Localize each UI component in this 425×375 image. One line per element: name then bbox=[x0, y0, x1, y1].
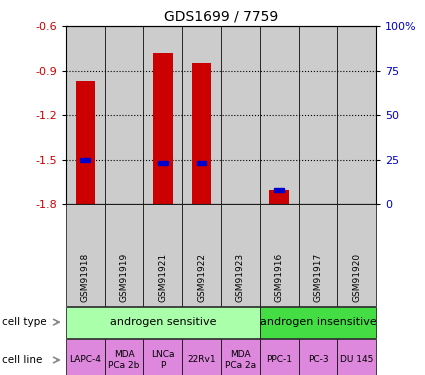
Text: 22Rv1: 22Rv1 bbox=[187, 356, 216, 364]
Bar bbox=[182, 26, 221, 204]
Text: androgen insensitive: androgen insensitive bbox=[260, 317, 376, 327]
Text: GSM91918: GSM91918 bbox=[81, 253, 90, 302]
Bar bbox=[260, 26, 298, 204]
Text: GSM91921: GSM91921 bbox=[159, 253, 167, 302]
Text: GSM91916: GSM91916 bbox=[275, 253, 283, 302]
Title: GDS1699 / 7759: GDS1699 / 7759 bbox=[164, 10, 278, 24]
Bar bbox=[221, 26, 260, 204]
Text: cell line: cell line bbox=[2, 355, 42, 365]
Text: GSM91920: GSM91920 bbox=[352, 253, 361, 302]
Bar bbox=[158, 162, 168, 165]
Text: MDA
PCa 2a: MDA PCa 2a bbox=[225, 350, 256, 370]
Bar bbox=[197, 162, 207, 165]
Bar bbox=[66, 26, 105, 204]
Bar bbox=[76, 81, 95, 204]
Bar bbox=[153, 53, 173, 204]
Text: GSM91919: GSM91919 bbox=[119, 253, 128, 302]
Text: LAPC-4: LAPC-4 bbox=[69, 356, 101, 364]
Text: GSM91923: GSM91923 bbox=[236, 253, 245, 302]
Bar bbox=[298, 26, 337, 204]
Text: GSM91922: GSM91922 bbox=[197, 253, 206, 302]
Bar bbox=[105, 26, 143, 204]
Bar bbox=[269, 189, 289, 204]
Bar bbox=[80, 158, 90, 162]
Text: DU 145: DU 145 bbox=[340, 356, 374, 364]
Text: GSM91917: GSM91917 bbox=[314, 253, 323, 302]
Bar bbox=[192, 63, 211, 204]
Bar bbox=[337, 26, 376, 204]
Bar bbox=[274, 188, 284, 192]
Text: cell type: cell type bbox=[2, 317, 47, 327]
Text: MDA
PCa 2b: MDA PCa 2b bbox=[108, 350, 140, 370]
Text: PC-3: PC-3 bbox=[308, 356, 328, 364]
Text: PPC-1: PPC-1 bbox=[266, 356, 292, 364]
Text: LNCa
P: LNCa P bbox=[151, 350, 175, 370]
Bar bbox=[143, 26, 182, 204]
Text: androgen sensitive: androgen sensitive bbox=[110, 317, 216, 327]
